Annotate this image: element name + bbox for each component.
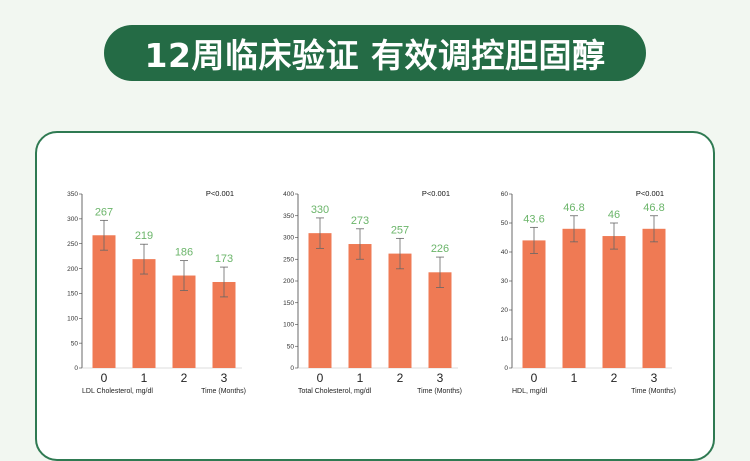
total-cholesterol-chart: 0 50 100 150 200 250 300 350 400 330 0 273 1 257 2 226 3… (283, 189, 462, 395)
y-tick-label: 50 (287, 343, 295, 350)
y-tick-label: 350 (67, 191, 78, 198)
data-label: 46.8 (563, 202, 584, 214)
y-tick-label: 0 (74, 365, 78, 372)
ldl-chart: 0 50 100 150 200 250 300 350 267 0 219 1 186 2 173 3 P<0… (67, 189, 246, 395)
y-tick-label: 10 (501, 336, 509, 343)
x-tick-label: 1 (141, 371, 148, 385)
data-label: 219 (135, 230, 153, 242)
x-axis-label: LDL Cholesterol, mg/dl (82, 388, 153, 395)
y-tick-label: 300 (67, 216, 78, 223)
bar (172, 275, 196, 368)
y-tick-label: 250 (283, 256, 294, 263)
data-label: 330 (311, 204, 329, 216)
data-label: 273 (351, 215, 369, 227)
x-tick-label: 3 (437, 371, 444, 385)
data-label: 43.6 (523, 213, 544, 225)
y-tick-label: 40 (501, 249, 509, 256)
bar (308, 233, 332, 368)
bar (602, 236, 626, 368)
bar (428, 272, 452, 368)
x-tick-label: 3 (651, 371, 658, 385)
y-tick-label: 0 (504, 365, 508, 372)
x-axis-label: Total Cholesterol, mg/dl (298, 388, 372, 395)
y-tick-label: 200 (67, 266, 78, 273)
p-value-annotation: P<0.001 (206, 189, 234, 198)
x-tick-label: 0 (531, 371, 538, 385)
data-label: 46.8 (643, 202, 664, 214)
y-tick-label: 400 (283, 191, 294, 198)
y-tick-label: 60 (501, 191, 509, 198)
x-tick-label: 1 (357, 371, 364, 385)
y-tick-label: 250 (67, 241, 78, 248)
x-tick-label: 0 (101, 371, 108, 385)
bar (642, 228, 666, 368)
y-tick-label: 350 (283, 213, 294, 220)
x-tick-label: 2 (611, 371, 618, 385)
y-tick-label: 50 (71, 340, 79, 347)
x-tick-label: 2 (397, 371, 404, 385)
y-tick-label: 50 (501, 220, 509, 227)
x-tick-label: 0 (317, 371, 324, 385)
y-tick-label: 20 (501, 307, 509, 314)
bar (92, 235, 116, 368)
bar (388, 253, 412, 368)
time-axis-label: Time (Months) (417, 388, 462, 395)
y-tick-label: 150 (283, 300, 294, 307)
data-label: 173 (215, 253, 233, 265)
y-tick-label: 30 (501, 278, 509, 285)
x-tick-label: 3 (221, 371, 228, 385)
data-label: 46 (608, 209, 620, 221)
time-axis-label: Time (Months) (631, 388, 676, 395)
y-tick-label: 150 (67, 291, 78, 298)
bar (348, 244, 372, 368)
y-tick-label: 0 (290, 365, 294, 372)
x-tick-label: 2 (181, 371, 188, 385)
hdl-chart: 0 10 20 30 40 50 60 43.6 0 46.8 1 46 2 46.8 3 P<0.001 HD… (501, 189, 676, 395)
bar (132, 259, 156, 368)
y-tick-label: 100 (283, 322, 294, 329)
data-label: 267 (95, 206, 113, 218)
y-tick-label: 200 (283, 278, 294, 285)
bar (212, 281, 236, 368)
data-label: 186 (175, 247, 193, 259)
data-label: 226 (431, 243, 449, 255)
y-tick-label: 100 (67, 315, 78, 322)
y-tick-label: 300 (283, 235, 294, 242)
data-label: 257 (391, 224, 409, 236)
p-value-annotation: P<0.001 (636, 189, 664, 198)
bar (522, 240, 546, 368)
p-value-annotation: P<0.001 (422, 189, 450, 198)
page-title: 12周临床验证 有效调控胆固醇 (104, 25, 646, 81)
x-tick-label: 1 (571, 371, 578, 385)
x-axis-label: HDL, mg/dl (512, 388, 547, 395)
time-axis-label: Time (Months) (201, 388, 246, 395)
bar (562, 228, 586, 368)
